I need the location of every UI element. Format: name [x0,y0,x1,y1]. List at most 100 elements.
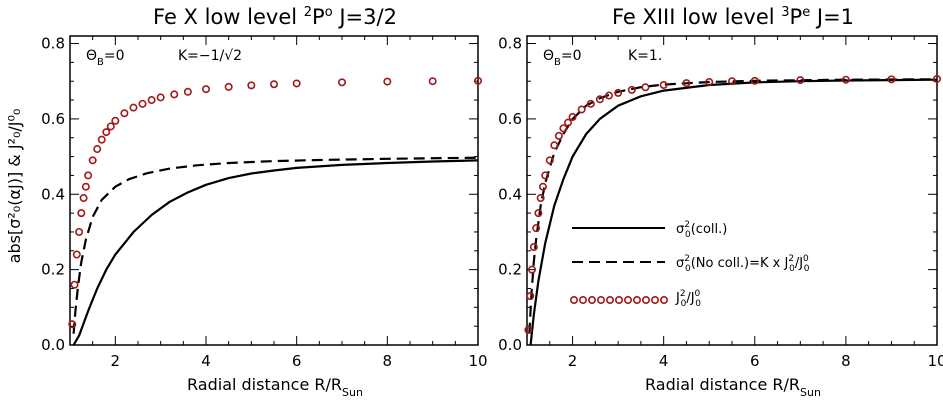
x-tick-label: 2 [568,352,578,370]
x-tick-label: 10 [468,352,487,370]
annotation-k: K=1. [628,48,662,64]
data-point [534,209,543,218]
data-point [932,74,941,83]
data-point [138,99,147,108]
data-point [156,93,165,102]
y-tick-label: 0.6 [41,110,65,128]
data-point [129,103,138,112]
data-point [68,320,77,329]
annotation-theta: ΘB=0 [86,48,125,68]
data-point [383,77,392,86]
legend-label-coll: σ2 0(coll.) [676,220,727,240]
data-point [586,99,595,108]
legend-circle-marker [614,295,623,304]
annotation-theta: ΘB=0 [543,48,582,68]
data-point [473,76,482,85]
x-tick-label: 4 [201,352,211,370]
data-point [727,77,736,86]
data-point [659,80,668,89]
data-point [106,122,115,131]
data-point [70,280,79,289]
data-point [102,128,111,137]
legend-label-no-coll: σ2 0(No coll.)=K x J2 0/J0 0 [676,254,810,274]
x-tick-label: 8 [383,352,393,370]
data-point [595,95,604,104]
x-tick-label: 6 [292,352,302,370]
data-point [536,194,545,203]
data-point [111,116,120,125]
data-point [550,141,559,150]
data-point [627,85,636,94]
data-point [147,96,156,105]
y-tick-label: 0.4 [41,185,65,203]
data-point [614,88,623,97]
panel-fe-xiii: Fe XIII low level 3Pe J=1 Radial distanc… [498,5,943,399]
data-point [641,83,650,92]
x-tick-label: 2 [111,352,121,370]
data-point [604,91,613,100]
series-line-coll [72,159,479,346]
data-point [183,87,192,96]
y-axis-label: abs[σ²₀(αJ)] & J²₀/J⁰₀ [5,109,24,264]
x-tick-label: 10 [927,352,943,370]
y-tick-label: 0.4 [498,185,522,203]
data-point [559,124,568,133]
data-point [841,75,850,84]
series-line-no-coll [528,78,938,334]
panel-fe-x: Fe X low level 2Po J=3/2 abs[σ²₀(αJ)] & … [5,5,488,399]
data-point [337,78,346,87]
data-point [97,135,106,144]
x-tick-label: 8 [841,352,851,370]
legend-circle-marker [569,295,578,304]
data-point [532,224,541,233]
data-point [77,209,86,218]
data-point [568,113,577,122]
panel-title: Fe XIII low level 3Pe J=1 [612,5,854,29]
legend-circle-marker [659,295,668,304]
x-tick-label: 4 [659,352,669,370]
data-point [524,325,533,334]
legend-circle-marker [632,295,641,304]
legend-circle-marker [587,295,596,304]
data-point [796,76,805,85]
y-tick-label: 0.2 [41,261,65,279]
series-line-coll [529,78,938,346]
data-point [428,77,437,86]
data-point [84,171,93,180]
data-point [705,77,714,86]
x-tick-label: 6 [750,352,760,370]
data-point [887,75,896,84]
data-point [528,265,537,274]
panel-title: Fe X low level 2Po J=3/2 [153,5,397,29]
data-point [563,118,572,127]
legend-circles [569,295,668,304]
annotation-k: K=−1/√2 [178,48,242,64]
data-point [247,81,256,90]
x-axis-label: Radial distance R/RSun [187,375,363,399]
y-tick-label: 0.0 [41,336,65,354]
data-point [120,109,129,118]
legend-circle-marker [578,295,587,304]
data-point [538,182,547,191]
data-point [682,79,691,88]
data-point [79,194,88,203]
data-point [529,243,538,252]
y-tick-label: 0.2 [498,261,522,279]
legend-circle-marker [596,295,605,304]
y-tick-label: 0.6 [498,110,522,128]
y-tick-label: 0.0 [498,336,522,354]
data-point [526,292,535,301]
plot-frame [69,35,479,346]
legend: σ2 0(coll.) σ2 0(No coll.)=K x J2 0/J0 0 J2 0… [569,220,810,309]
data-point [269,80,278,89]
y-tick-label: 0.8 [41,35,65,53]
data-point [750,76,759,85]
legend-label-ratio: J2 0/J0 0 [675,289,701,309]
x-axis-label: Radial distance R/RSun [645,375,821,399]
data-point [292,79,301,88]
legend-circle-marker [650,295,659,304]
data-point [541,171,550,180]
data-point [577,105,586,114]
legend-circle-marker [605,295,614,304]
